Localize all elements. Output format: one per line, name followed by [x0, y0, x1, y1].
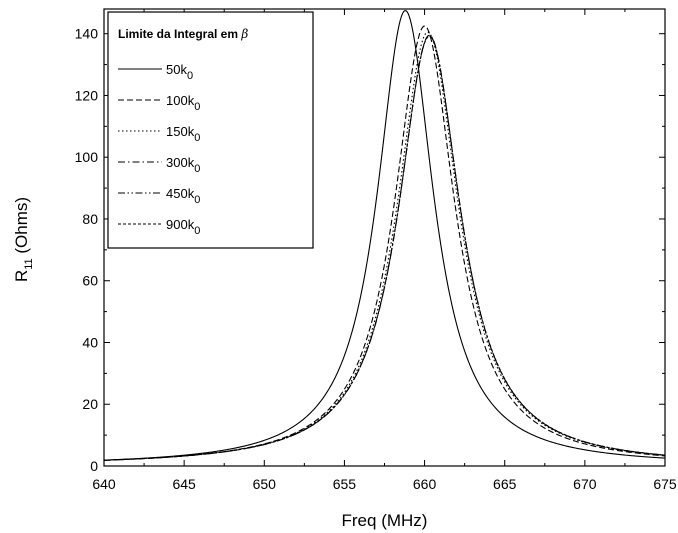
legend-label: 150k0	[166, 124, 200, 144]
y-tick-label: 100	[75, 149, 99, 165]
y-tick-label: 80	[82, 211, 98, 227]
legend-item: 100k0	[118, 93, 200, 113]
y-tick-label: 120	[75, 87, 99, 103]
y-tick-label: 20	[82, 396, 98, 412]
y-tick-label: 60	[82, 273, 98, 289]
series-line-2	[103, 31, 666, 461]
series-layer	[103, 10, 666, 461]
legend-label-subscript: 0	[194, 194, 200, 206]
ticks-layer: 640 645 650 655 660 665 670 675 0 20 40 60 80 100 120 1…	[75, 9, 677, 492]
legend-item: 50k0	[118, 62, 193, 82]
legend-label: 300k0	[166, 155, 200, 175]
legend-label-subscript: 0	[187, 70, 193, 82]
legend-item: 450k0	[118, 186, 200, 206]
legend-label-subscript: 0	[194, 101, 200, 113]
legend-label-value: 150k	[166, 124, 195, 139]
x-tick-label: 655	[333, 476, 357, 492]
legend-label-subscript: 0	[194, 225, 200, 237]
x-tick-label: 670	[573, 476, 597, 492]
legend-box	[107, 11, 314, 249]
legend-label-value: 900k	[166, 217, 195, 232]
y-axis-title-main: R	[12, 270, 31, 282]
x-axis-title: Freq (MHz)	[342, 511, 428, 530]
legend-item: 150k0	[118, 124, 200, 144]
x-tick-label: 650	[253, 476, 277, 492]
x-tick-label: 660	[413, 476, 437, 492]
y-axis-title: R11 (Ohms)	[12, 197, 35, 282]
y-axis-title-subscript: 11	[23, 258, 35, 269]
x-tick-label: 645	[172, 476, 196, 492]
x-tick-label: 675	[653, 476, 677, 492]
legend-label-value: 300k	[166, 155, 195, 170]
legend-title-symbol: β	[240, 27, 248, 41]
legend-label-value: 450k	[166, 186, 195, 201]
legend: Limite da Integral em β 50k0100k0150k030…	[107, 11, 314, 249]
x-tick-label: 665	[493, 476, 517, 492]
series-line-4	[103, 35, 666, 461]
legend-label: 100k0	[166, 93, 200, 113]
legend-title: Limite da Integral em β	[118, 27, 248, 41]
legend-title-text: Limite da Integral em	[118, 27, 241, 41]
y-tick-label: 0	[90, 458, 98, 474]
legend-label-subscript: 0	[194, 163, 200, 175]
y-tick-label: 40	[82, 334, 98, 350]
legend-label: 900k0	[166, 217, 200, 237]
legend-label-value: 50k	[166, 62, 187, 77]
legend-label-subscript: 0	[194, 132, 200, 144]
legend-item: 300k0	[118, 155, 200, 175]
legend-label: 50k0	[166, 62, 193, 82]
legend-label-value: 100k	[166, 93, 195, 108]
y-axis-title-unit: (Ohms)	[12, 197, 31, 258]
legend-item: 900k0	[118, 217, 200, 237]
legend-label: 450k0	[166, 186, 200, 206]
x-tick-label: 640	[92, 476, 116, 492]
series-line-0	[103, 10, 666, 461]
y-tick-label: 140	[75, 26, 99, 42]
